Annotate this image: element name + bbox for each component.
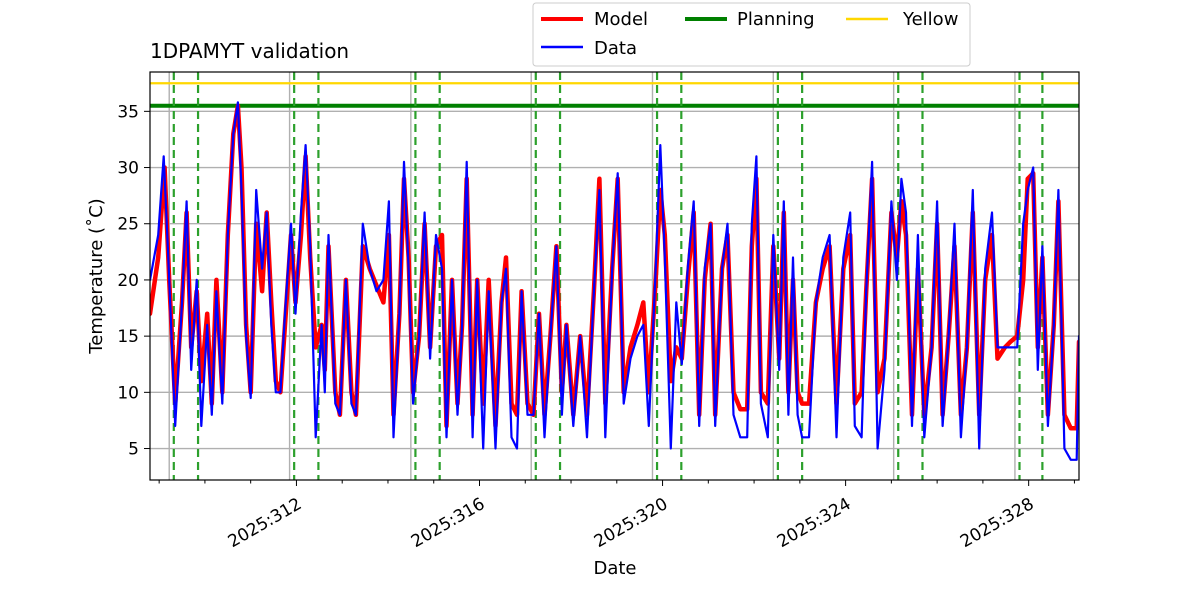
series-line-data (150, 101, 1079, 461)
legend-label-yellow: Yellow (902, 9, 958, 30)
limit-lines (150, 82, 1079, 108)
y-axis-title: Temperature (˚C) (86, 198, 107, 354)
plot-frame (149, 71, 1080, 481)
x-axis-title: Date (593, 558, 636, 579)
y-tick-label: 25 (117, 215, 139, 235)
chart-title: 1DPAMYT validation (150, 39, 349, 63)
legend-label-planning: Planning (737, 9, 815, 30)
series-lines (150, 101, 1079, 461)
legend-label-model: Model (594, 9, 648, 30)
y-tick-label: 35 (117, 102, 139, 122)
y-axis: 5 10 15 20 25 30 35 (117, 102, 150, 460)
y-tick-label: 5 (128, 440, 139, 460)
y-tick-label: 30 (117, 159, 139, 179)
y-tick-label: 10 (117, 383, 139, 403)
y-tick-label: 15 (117, 327, 139, 347)
legend: Model Data Planning Yellow (532, 2, 971, 67)
legend-label-data: Data (594, 38, 637, 59)
y-tick-label: 20 (117, 271, 139, 291)
